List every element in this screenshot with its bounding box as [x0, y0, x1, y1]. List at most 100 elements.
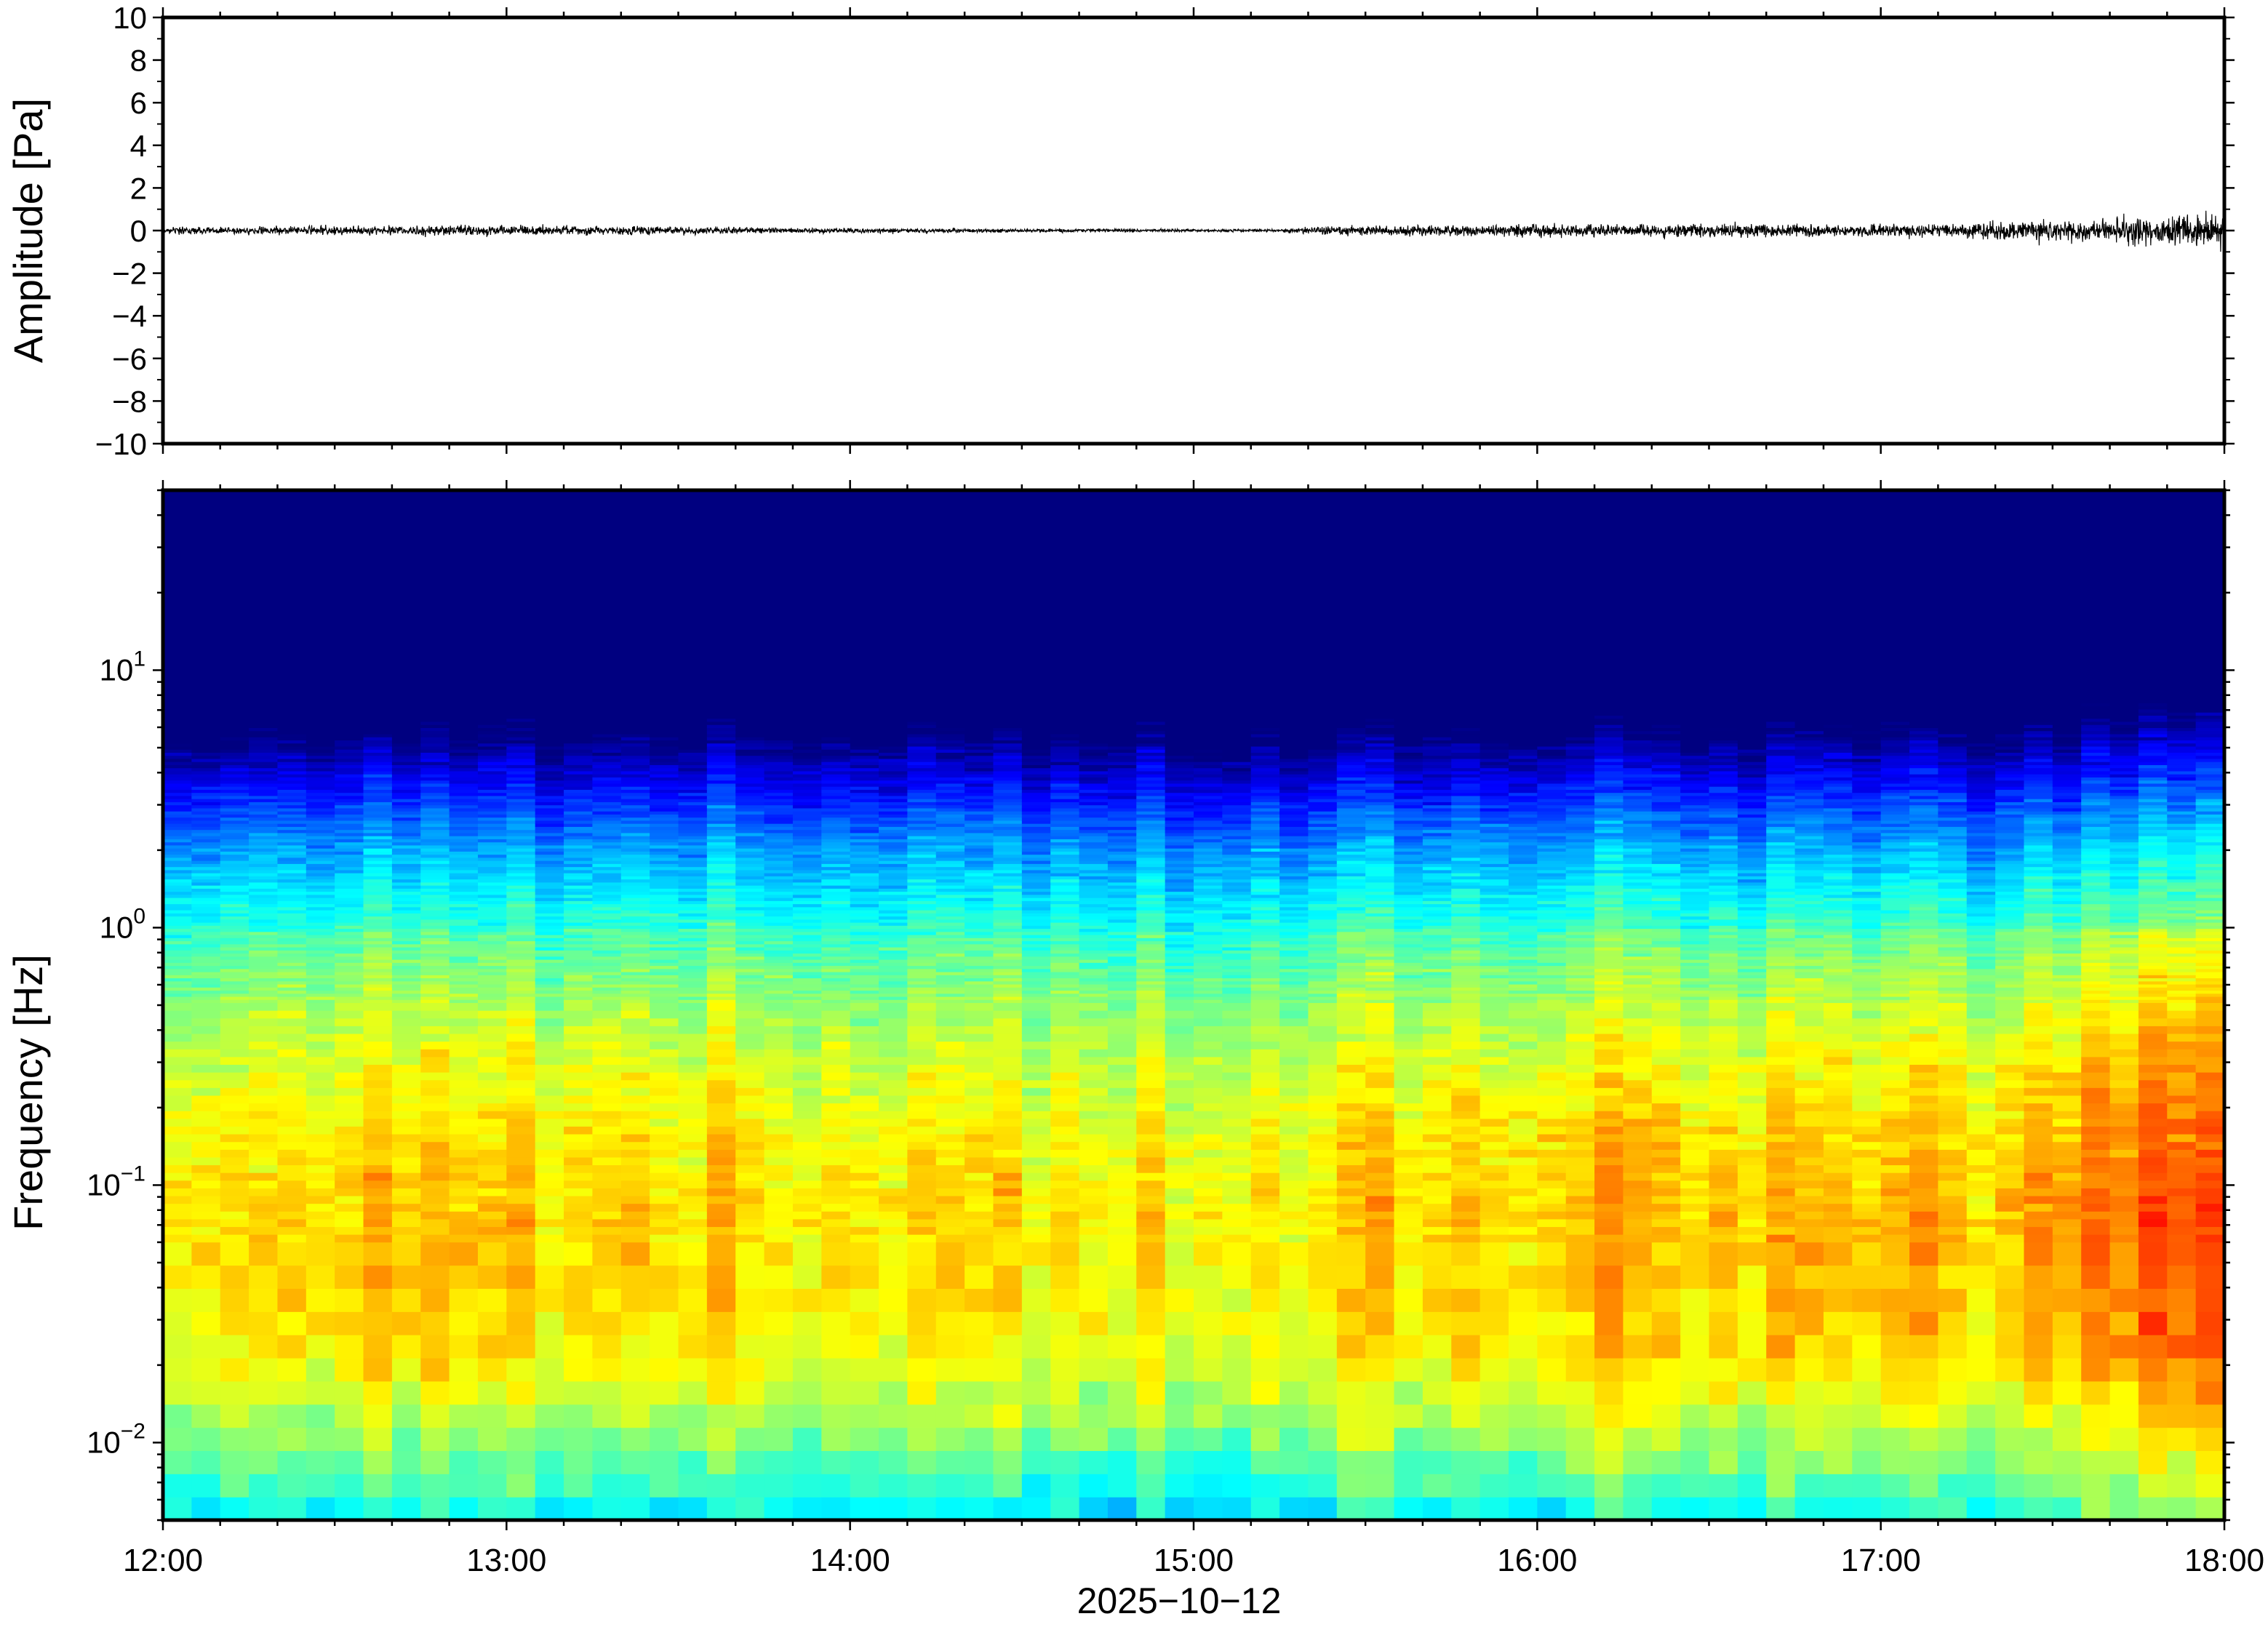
- spectrogram-cell: [792, 780, 822, 784]
- spectrogram-cell: [735, 659, 765, 663]
- spectrogram-cell: [706, 823, 736, 827]
- spectrogram-cell: [620, 585, 650, 589]
- spectrogram-cell: [249, 508, 279, 512]
- spectrogram-cell: [220, 832, 249, 836]
- spectrogram-cell: [564, 696, 594, 700]
- spectrogram-cell: [391, 561, 421, 564]
- spectrogram-cell: [249, 826, 279, 831]
- spectrogram-cell: [564, 703, 594, 707]
- spectrogram-cell: [650, 916, 679, 920]
- spectrogram-cell: [306, 665, 335, 670]
- spectrogram-cell: [191, 671, 221, 676]
- spectrogram-cell: [277, 625, 307, 630]
- spectrogram-cell: [821, 1087, 851, 1096]
- spectrogram-cell: [564, 876, 594, 880]
- spectrogram-cell: [821, 1010, 851, 1019]
- spectrogram-cell: [650, 786, 679, 790]
- spectrogram-cell: [277, 591, 307, 596]
- spectrogram-cell: [821, 783, 851, 787]
- spectrogram-cell: [363, 761, 393, 765]
- spectrogram-cell: [277, 576, 307, 580]
- spectrogram-cell: [191, 561, 221, 564]
- spectrogram-cell: [420, 774, 450, 777]
- spectrogram-cell: [163, 495, 192, 500]
- spectrogram-cell: [564, 499, 594, 503]
- spectrogram-cell: [163, 1242, 192, 1266]
- spectrogram-cell: [735, 517, 765, 521]
- spectrogram-cell: [363, 737, 393, 740]
- spectrogram-cell: [706, 527, 736, 531]
- spectrogram-cell: [792, 931, 822, 935]
- spectrogram-cell: [477, 1111, 507, 1119]
- spectrogram-cell: [564, 786, 594, 790]
- spectrogram-cell: [735, 836, 765, 839]
- spectrogram-cell: [277, 1357, 307, 1382]
- spectrogram-cell: [391, 724, 421, 728]
- spectrogram-cell: [163, 1049, 192, 1058]
- spectrogram-cell: [163, 730, 192, 735]
- spectrogram-cell: [535, 854, 564, 858]
- spectrogram-cell: [363, 978, 393, 982]
- spectrogram-cell: [335, 894, 364, 898]
- spectrogram-cell: [449, 777, 479, 781]
- spectrogram-cell: [650, 520, 679, 524]
- spectrogram-cell: [620, 532, 650, 537]
- spectrogram-cell: [564, 1497, 594, 1520]
- spectrogram-cell: [735, 524, 765, 527]
- spectrogram-cell: [191, 1311, 221, 1335]
- spectrogram-cell: [306, 687, 335, 692]
- spectrogram-cell: [163, 882, 192, 886]
- spectrogram-cell: [564, 690, 594, 695]
- spectrogram-cell: [592, 1427, 622, 1452]
- spectrogram-cell: [220, 1079, 249, 1088]
- spectrogram-cell: [821, 925, 851, 930]
- spectrogram-cell: [249, 999, 279, 1004]
- spectrogram-cell: [306, 832, 335, 836]
- spectrogram-cell: [650, 687, 679, 692]
- spectrogram-cell: [449, 764, 479, 769]
- spectrogram-cell: [220, 919, 249, 923]
- spectrogram-cell: [420, 1427, 450, 1452]
- spectrogram-cell: [306, 536, 335, 540]
- spectrogram-cell: [706, 542, 736, 546]
- spectrogram-cell: [764, 495, 794, 500]
- spectrogram-cell: [220, 767, 249, 772]
- spectrogram-cell: [564, 959, 594, 963]
- spectrogram-cell: [391, 844, 421, 849]
- spectrogram-cell: [449, 737, 479, 740]
- spectrogram-cell: [306, 712, 335, 716]
- spectrogram-cell: [277, 561, 307, 564]
- spectrogram-cell: [477, 842, 507, 846]
- spectrogram-cell: [363, 597, 393, 601]
- spectrogram-cell: [220, 1056, 249, 1066]
- spectrogram-cell: [220, 795, 249, 799]
- spectrogram-cell: [650, 999, 679, 1004]
- spectrogram-cell: [620, 996, 650, 1000]
- spectrogram-cell: [477, 1164, 507, 1173]
- spectrogram-cell: [420, 705, 450, 710]
- spectrogram-cell: [821, 1211, 851, 1220]
- spectrogram-cell: [249, 569, 279, 574]
- spectrogram-cell: [363, 1242, 393, 1266]
- spectrogram-cell: [792, 913, 822, 917]
- spectrogram-cell: [506, 863, 536, 868]
- spectrogram-cell: [277, 764, 307, 769]
- spectrogram-cell: [277, 727, 307, 732]
- spectrogram-cell: [163, 576, 192, 580]
- spectrogram-cell: [564, 542, 594, 546]
- spectrogram-cell: [220, 786, 249, 790]
- spectrogram-cell: [477, 1002, 507, 1011]
- spectrogram-cell: [391, 1087, 421, 1096]
- spectrogram-cell: [163, 1450, 192, 1474]
- spectrogram-cell: [764, 634, 794, 639]
- spectrogram-cell: [335, 844, 364, 849]
- spectrogram-cell: [764, 564, 794, 568]
- spectrogram-cell: [420, 690, 450, 695]
- spectrogram-cell: [335, 1234, 364, 1243]
- spectrogram-cell: [678, 601, 708, 605]
- spectrogram-cell: [650, 1288, 679, 1312]
- spectrogram-cell: [735, 631, 765, 636]
- spectrogram-cell: [449, 1288, 479, 1312]
- spectrogram-cell: [391, 983, 421, 988]
- spectrogram-cell: [678, 1002, 708, 1011]
